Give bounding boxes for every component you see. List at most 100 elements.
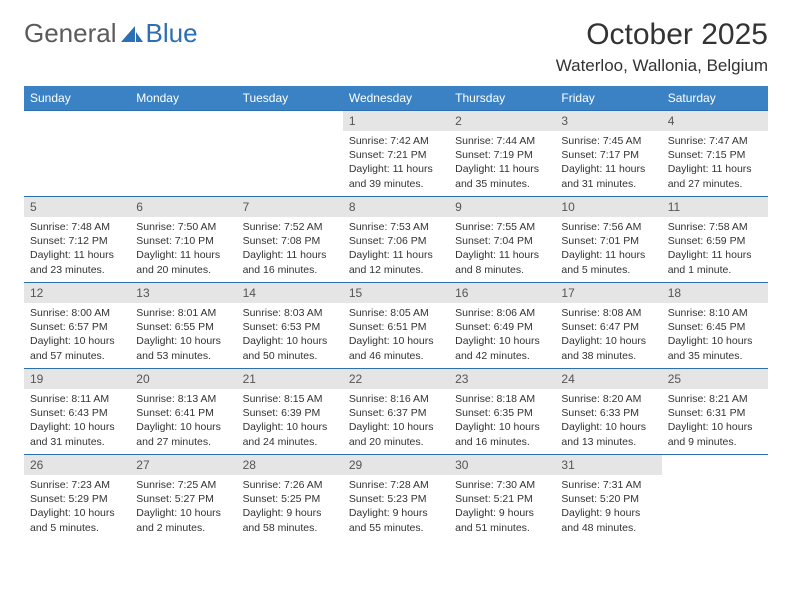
header: General Blue October 2025 Waterloo, Wall… bbox=[24, 18, 768, 76]
sunset-text: Sunset: 7:17 PM bbox=[561, 148, 655, 162]
calendar-day-cell: 26Sunrise: 7:23 AMSunset: 5:29 PMDayligh… bbox=[24, 455, 130, 541]
sunrise-text: Sunrise: 7:28 AM bbox=[349, 478, 443, 492]
day-number: 21 bbox=[237, 369, 343, 389]
day-number: 10 bbox=[555, 197, 661, 217]
day-details: Sunrise: 8:05 AMSunset: 6:51 PMDaylight:… bbox=[343, 303, 449, 367]
day-number: 29 bbox=[343, 455, 449, 475]
day-details: Sunrise: 7:45 AMSunset: 7:17 PMDaylight:… bbox=[555, 131, 661, 195]
daylight-text: Daylight: 10 hours and 31 minutes. bbox=[30, 420, 124, 448]
daylight-text: Daylight: 10 hours and 35 minutes. bbox=[668, 334, 762, 362]
daylight-text: Daylight: 11 hours and 39 minutes. bbox=[349, 162, 443, 190]
day-number: 22 bbox=[343, 369, 449, 389]
sunset-text: Sunset: 7:19 PM bbox=[455, 148, 549, 162]
calendar-week-row: 26Sunrise: 7:23 AMSunset: 5:29 PMDayligh… bbox=[24, 455, 768, 541]
daylight-text: Daylight: 10 hours and 2 minutes. bbox=[136, 506, 230, 534]
day-details: Sunrise: 8:00 AMSunset: 6:57 PMDaylight:… bbox=[24, 303, 130, 367]
sunset-text: Sunset: 7:06 PM bbox=[349, 234, 443, 248]
weekday-header: Friday bbox=[555, 86, 661, 111]
sunset-text: Sunset: 7:01 PM bbox=[561, 234, 655, 248]
calendar-day-cell bbox=[662, 455, 768, 541]
sunrise-text: Sunrise: 7:56 AM bbox=[561, 220, 655, 234]
weekday-header: Wednesday bbox=[343, 86, 449, 111]
sunset-text: Sunset: 6:43 PM bbox=[30, 406, 124, 420]
day-details: Sunrise: 8:16 AMSunset: 6:37 PMDaylight:… bbox=[343, 389, 449, 453]
sunset-text: Sunset: 6:33 PM bbox=[561, 406, 655, 420]
sunrise-text: Sunrise: 7:45 AM bbox=[561, 134, 655, 148]
calendar-day-cell: 23Sunrise: 8:18 AMSunset: 6:35 PMDayligh… bbox=[449, 369, 555, 455]
sunset-text: Sunset: 6:55 PM bbox=[136, 320, 230, 334]
daylight-text: Daylight: 11 hours and 27 minutes. bbox=[668, 162, 762, 190]
sunset-text: Sunset: 6:45 PM bbox=[668, 320, 762, 334]
sunset-text: Sunset: 5:20 PM bbox=[561, 492, 655, 506]
logo-sail-icon bbox=[121, 24, 143, 44]
daylight-text: Daylight: 11 hours and 23 minutes. bbox=[30, 248, 124, 276]
day-details: Sunrise: 8:06 AMSunset: 6:49 PMDaylight:… bbox=[449, 303, 555, 367]
day-details: Sunrise: 8:03 AMSunset: 6:53 PMDaylight:… bbox=[237, 303, 343, 367]
sunset-text: Sunset: 6:47 PM bbox=[561, 320, 655, 334]
daylight-text: Daylight: 11 hours and 12 minutes. bbox=[349, 248, 443, 276]
logo-text-2: Blue bbox=[146, 18, 198, 49]
calendar-day-cell: 25Sunrise: 8:21 AMSunset: 6:31 PMDayligh… bbox=[662, 369, 768, 455]
daylight-text: Daylight: 10 hours and 5 minutes. bbox=[30, 506, 124, 534]
location: Waterloo, Wallonia, Belgium bbox=[556, 56, 768, 76]
calendar-day-cell bbox=[130, 111, 236, 197]
day-number: 16 bbox=[449, 283, 555, 303]
sunrise-text: Sunrise: 8:16 AM bbox=[349, 392, 443, 406]
day-number: 3 bbox=[555, 111, 661, 131]
day-number: 2 bbox=[449, 111, 555, 131]
sunset-text: Sunset: 5:25 PM bbox=[243, 492, 337, 506]
weekday-header: Tuesday bbox=[237, 86, 343, 111]
day-details: Sunrise: 7:31 AMSunset: 5:20 PMDaylight:… bbox=[555, 475, 661, 539]
day-number: 1 bbox=[343, 111, 449, 131]
sunrise-text: Sunrise: 8:11 AM bbox=[30, 392, 124, 406]
weekday-header: Saturday bbox=[662, 86, 768, 111]
sunrise-text: Sunrise: 7:48 AM bbox=[30, 220, 124, 234]
day-number: 24 bbox=[555, 369, 661, 389]
daylight-text: Daylight: 9 hours and 58 minutes. bbox=[243, 506, 337, 534]
sunrise-text: Sunrise: 7:50 AM bbox=[136, 220, 230, 234]
day-number: 12 bbox=[24, 283, 130, 303]
calendar-day-cell: 29Sunrise: 7:28 AMSunset: 5:23 PMDayligh… bbox=[343, 455, 449, 541]
calendar-day-cell: 2Sunrise: 7:44 AMSunset: 7:19 PMDaylight… bbox=[449, 111, 555, 197]
daylight-text: Daylight: 10 hours and 13 minutes. bbox=[561, 420, 655, 448]
day-number: 20 bbox=[130, 369, 236, 389]
calendar-day-cell: 30Sunrise: 7:30 AMSunset: 5:21 PMDayligh… bbox=[449, 455, 555, 541]
day-number: 13 bbox=[130, 283, 236, 303]
day-number: 4 bbox=[662, 111, 768, 131]
sunrise-text: Sunrise: 7:52 AM bbox=[243, 220, 337, 234]
day-number: 6 bbox=[130, 197, 236, 217]
daylight-text: Daylight: 10 hours and 46 minutes. bbox=[349, 334, 443, 362]
calendar-day-cell: 27Sunrise: 7:25 AMSunset: 5:27 PMDayligh… bbox=[130, 455, 236, 541]
day-number: 19 bbox=[24, 369, 130, 389]
day-details: Sunrise: 8:20 AMSunset: 6:33 PMDaylight:… bbox=[555, 389, 661, 453]
day-number: 30 bbox=[449, 455, 555, 475]
sunrise-text: Sunrise: 7:25 AM bbox=[136, 478, 230, 492]
calendar-day-cell: 20Sunrise: 8:13 AMSunset: 6:41 PMDayligh… bbox=[130, 369, 236, 455]
daylight-text: Daylight: 10 hours and 38 minutes. bbox=[561, 334, 655, 362]
calendar-day-cell: 18Sunrise: 8:10 AMSunset: 6:45 PMDayligh… bbox=[662, 283, 768, 369]
day-details: Sunrise: 7:42 AMSunset: 7:21 PMDaylight:… bbox=[343, 131, 449, 195]
day-details: Sunrise: 7:55 AMSunset: 7:04 PMDaylight:… bbox=[449, 217, 555, 281]
sunrise-text: Sunrise: 8:08 AM bbox=[561, 306, 655, 320]
day-details: Sunrise: 8:13 AMSunset: 6:41 PMDaylight:… bbox=[130, 389, 236, 453]
day-details: Sunrise: 7:47 AMSunset: 7:15 PMDaylight:… bbox=[662, 131, 768, 195]
sunset-text: Sunset: 5:29 PM bbox=[30, 492, 124, 506]
calendar-day-cell: 14Sunrise: 8:03 AMSunset: 6:53 PMDayligh… bbox=[237, 283, 343, 369]
calendar-day-cell: 16Sunrise: 8:06 AMSunset: 6:49 PMDayligh… bbox=[449, 283, 555, 369]
sunset-text: Sunset: 7:15 PM bbox=[668, 148, 762, 162]
day-number: 18 bbox=[662, 283, 768, 303]
day-details: Sunrise: 8:15 AMSunset: 6:39 PMDaylight:… bbox=[237, 389, 343, 453]
day-details: Sunrise: 7:58 AMSunset: 6:59 PMDaylight:… bbox=[662, 217, 768, 281]
day-number: 26 bbox=[24, 455, 130, 475]
day-details: Sunrise: 8:11 AMSunset: 6:43 PMDaylight:… bbox=[24, 389, 130, 453]
sunrise-text: Sunrise: 8:05 AM bbox=[349, 306, 443, 320]
calendar-day-cell: 7Sunrise: 7:52 AMSunset: 7:08 PMDaylight… bbox=[237, 197, 343, 283]
daylight-text: Daylight: 11 hours and 1 minute. bbox=[668, 248, 762, 276]
sunrise-text: Sunrise: 7:55 AM bbox=[455, 220, 549, 234]
day-details: Sunrise: 7:52 AMSunset: 7:08 PMDaylight:… bbox=[237, 217, 343, 281]
day-details: Sunrise: 8:18 AMSunset: 6:35 PMDaylight:… bbox=[449, 389, 555, 453]
day-details: Sunrise: 8:10 AMSunset: 6:45 PMDaylight:… bbox=[662, 303, 768, 367]
sunset-text: Sunset: 7:12 PM bbox=[30, 234, 124, 248]
calendar-day-cell: 21Sunrise: 8:15 AMSunset: 6:39 PMDayligh… bbox=[237, 369, 343, 455]
day-number: 9 bbox=[449, 197, 555, 217]
